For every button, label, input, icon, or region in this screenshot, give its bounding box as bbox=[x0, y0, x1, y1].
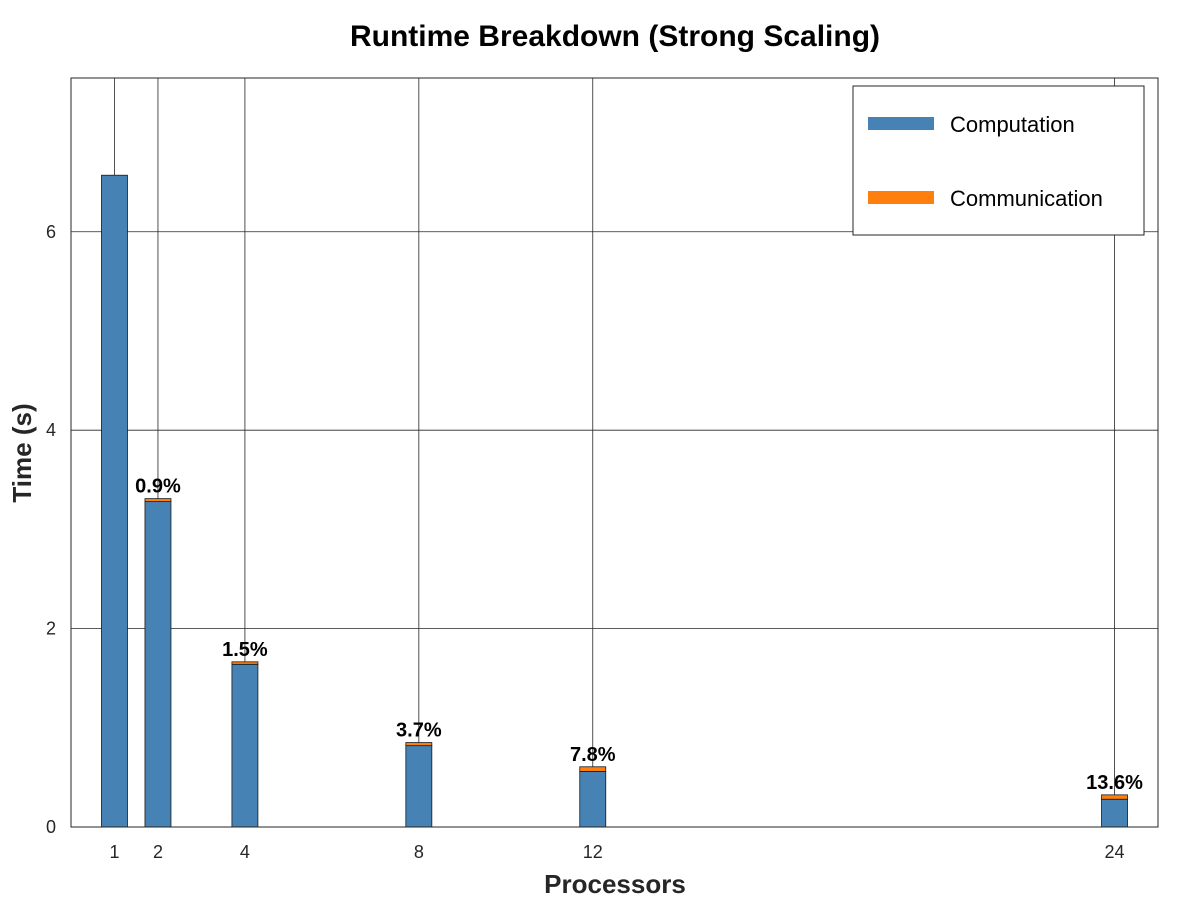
x-axis-label: Processors bbox=[544, 869, 686, 899]
bar-computation-4 bbox=[231, 663, 259, 828]
bar-computation-1 bbox=[101, 174, 128, 828]
y-tick-label: 0 bbox=[46, 817, 56, 837]
legend-label-communication: Communication bbox=[950, 186, 1103, 211]
bar-communication-24 bbox=[1101, 794, 1128, 800]
y-tick-label: 4 bbox=[46, 420, 56, 440]
bar-computation-2 bbox=[144, 501, 172, 828]
legend-swatch-computation bbox=[868, 117, 934, 130]
x-tick-label: 24 bbox=[1105, 842, 1125, 862]
data-label-2: 0.9% bbox=[135, 476, 181, 498]
legend-box bbox=[852, 85, 1145, 236]
data-label-8: 3.7% bbox=[396, 720, 442, 742]
data-label-12: 7.8% bbox=[570, 744, 616, 766]
legend: Computation Communication bbox=[852, 85, 1145, 236]
y-tick-labels: 0 2 4 6 bbox=[46, 222, 56, 837]
x-tick-label: 4 bbox=[240, 842, 250, 862]
plot-frame bbox=[70, 77, 1159, 828]
bar-computation-24 bbox=[1101, 798, 1128, 828]
y-tick-label: 2 bbox=[46, 619, 56, 639]
bar-communication-8 bbox=[405, 742, 433, 747]
x-tick-label: 8 bbox=[414, 842, 424, 862]
x-tick-label: 12 bbox=[583, 842, 603, 862]
bar-communication-4 bbox=[231, 661, 259, 665]
y-axis-label: Time (s) bbox=[7, 403, 37, 502]
bar-communication-2 bbox=[144, 498, 172, 503]
x-tick-labels: 1 2 4 8 12 24 bbox=[109, 842, 1124, 862]
data-label-24: 13.6% bbox=[1086, 772, 1143, 794]
x-tick-label: 1 bbox=[109, 842, 119, 862]
bar-computation-8 bbox=[405, 745, 433, 828]
chart-title: Runtime Breakdown (Strong Scaling) bbox=[350, 20, 880, 53]
data-labels: 0.9% 1.5% 3.7% 7.8% 13.6% bbox=[135, 476, 1143, 794]
bar-computation-12 bbox=[579, 771, 607, 828]
legend-swatch-communication bbox=[868, 191, 934, 204]
bar-communication-12 bbox=[579, 766, 607, 772]
x-tick-label: 2 bbox=[153, 842, 163, 862]
legend-label-computation: Computation bbox=[950, 112, 1075, 137]
bars bbox=[101, 174, 1128, 828]
data-label-4: 1.5% bbox=[222, 639, 268, 661]
y-tick-label: 6 bbox=[46, 222, 56, 242]
